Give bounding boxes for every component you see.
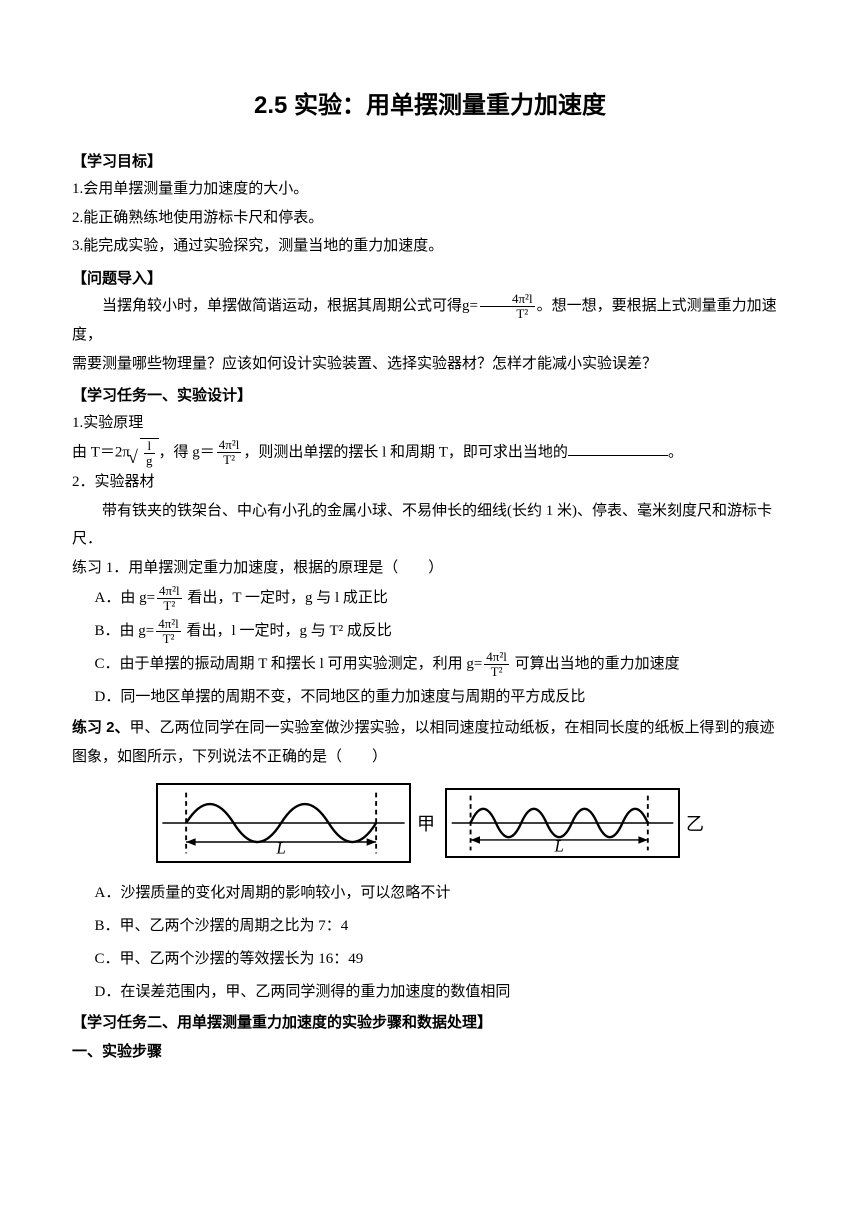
- p1a-frac: 4π²lT²: [157, 584, 182, 614]
- principle-end: 。: [668, 444, 683, 460]
- sqrt-num: l: [144, 439, 155, 454]
- p2-option-a: A．沙摆质量的变化对周期的影响较小，可以忽略不计: [72, 877, 788, 910]
- objective-3: 3.能完成实验，通过实验探究，测量当地的重力加速度。: [72, 232, 788, 261]
- figure-row: L 甲 L 乙: [72, 783, 788, 863]
- task2-heading: 【学习任务二、用单摆测量重力加速度的实验步骤和数据处理】: [72, 1009, 788, 1038]
- label-yi: 乙: [686, 810, 704, 836]
- p2-body: 甲、乙两位同学在同一实验室做沙摆实验，以相同速度拉动纸板，在相同长度的纸板上得到…: [72, 720, 775, 765]
- figure-yi: L 乙: [445, 788, 704, 858]
- principle-frac-num: 4π²l: [217, 438, 242, 453]
- principle-pre: 由 T＝2π: [72, 444, 130, 460]
- svg-text:L: L: [275, 839, 286, 858]
- p1c-frac: 4π²lT²: [484, 650, 509, 680]
- task1-heading: 【学习任务一、实验设计】: [72, 384, 788, 405]
- p1-option-b: B．由 g=4π²lT² 看出，l 一定时，g 与 T² 成反比: [72, 615, 788, 648]
- p2-option-c: C．甲、乙两个沙摆的等效摆长为 16：49: [72, 943, 788, 976]
- equip-label: 2．实验器材: [72, 468, 788, 497]
- objectives-heading: 【学习目标】: [72, 150, 788, 171]
- p1c-pre: C．由于单摆的振动周期 T 和摆长 l 可用实验测定，利用 g=: [95, 656, 483, 672]
- wave-yi-svg: L: [445, 788, 680, 858]
- steps-heading: 一、实验步骤: [72, 1038, 788, 1067]
- intro-frac-num: 4π²l: [480, 292, 535, 307]
- page-title: 2.5 实验：用单摆测量重力加速度: [72, 85, 788, 120]
- wave-jia-svg: L: [156, 783, 411, 863]
- principle-line: 由 T＝2πlg，得 g＝4π²lT²，则测出单摆的摆长 l 和周期 T，即可求…: [72, 438, 788, 469]
- intro-paragraph-2: 需要测量哪些物理量？应该如何设计实验装置、选择实验器材？怎样才能减小实验误差？: [72, 350, 788, 379]
- equip-text: 带有铁夹的铁架台、中心有小孔的金属小球、不易伸长的细线(长约 1 米)、停表、毫…: [72, 497, 788, 554]
- intro-fraction: 4π²lT²: [480, 292, 535, 322]
- objective-1: 1.会用单摆测量重力加速度的大小。: [72, 175, 788, 204]
- practice1-stem: 练习 1．用单摆测定重力加速度，根据的原理是（ ）: [72, 554, 788, 583]
- sqrt-symbol: lg: [130, 438, 159, 469]
- p2-option-b: B．甲、乙两个沙摆的周期之比为 7：4: [72, 910, 788, 943]
- p1a-post: 看出，T 一定时，g 与 l 成正比: [184, 590, 388, 606]
- p1-option-a: A．由 g=4π²lT² 看出，T 一定时，g 与 l 成正比: [72, 582, 788, 615]
- p1b-pre: B．由 g=: [95, 623, 155, 639]
- figure-jia: L 甲: [156, 783, 435, 863]
- p2-label: 练习 2、: [72, 719, 130, 736]
- g-equals: g=: [462, 298, 478, 314]
- principle-frac-den: T²: [217, 453, 242, 467]
- p1c-post: 可算出当地的重力加速度: [511, 656, 680, 672]
- principle-label: 1.实验原理: [72, 409, 788, 438]
- intro-pre: 当摆角较小时，单摆做简谐运动，根据其周期公式可得: [102, 298, 462, 314]
- practice2-stem: 练习 2、甲、乙两位同学在同一实验室做沙摆实验，以相同速度拉动纸板，在相同长度的…: [72, 714, 788, 771]
- p1b-post: 看出，l 一定时，g 与 T² 成反比: [183, 623, 392, 639]
- p1-option-c: C．由于单摆的振动周期 T 和摆长 l 可用实验测定，利用 g=4π²lT² 可…: [72, 648, 788, 681]
- intro-frac-den: T²: [480, 307, 535, 321]
- p1a-pre: A．由 g=: [95, 590, 156, 606]
- principle-post: ，则测出单摆的摆长 l 和周期 T，即可求出当地的: [243, 444, 568, 460]
- p1-option-d: D．同一地区单摆的周期不变，不同地区的重力加速度与周期的平方成反比: [72, 681, 788, 714]
- intro-heading: 【问题导入】: [72, 267, 788, 288]
- svg-text:L: L: [553, 836, 563, 855]
- fill-blank[interactable]: [568, 441, 668, 456]
- p2-option-d: D．在误差范围内，甲、乙两同学测得的重力加速度的数值相同: [72, 976, 788, 1009]
- objective-2: 2.能正确熟练地使用游标卡尺和停表。: [72, 204, 788, 233]
- p1b-frac: 4π²lT²: [156, 617, 181, 647]
- principle-mid: ，得 g＝: [159, 444, 215, 460]
- intro-paragraph-1: 当摆角较小时，单摆做简谐运动，根据其周期公式可得g=4π²lT²。想一想，要根据…: [72, 292, 788, 350]
- label-jia: 甲: [417, 810, 435, 836]
- sqrt-den: g: [144, 454, 155, 468]
- sqrt-frac: lg: [144, 439, 155, 469]
- principle-fraction: 4π²lT²: [217, 438, 242, 468]
